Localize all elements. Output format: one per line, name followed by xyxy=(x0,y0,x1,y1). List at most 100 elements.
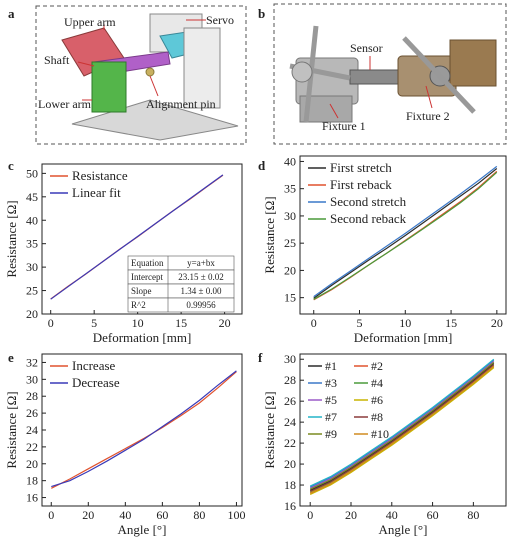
legend-label: #4 xyxy=(371,376,383,390)
panel-a-letter: a xyxy=(8,6,15,21)
x-tick-label: 0 xyxy=(311,316,317,330)
legend: Resistance Linear fit xyxy=(50,168,128,200)
series-line-#8 xyxy=(309,364,495,492)
x-axis-label: Deformation [mm] xyxy=(93,330,192,345)
lower-arm xyxy=(91,61,127,113)
y-tick-label: 25 xyxy=(284,236,296,250)
legend-label: Second reback xyxy=(330,211,407,226)
plot-frame xyxy=(299,155,507,315)
fit-table-key: R^2 xyxy=(131,300,146,310)
fit-table-key: Equation xyxy=(131,258,164,268)
y-tick-label: 40 xyxy=(26,213,38,227)
plot-frame xyxy=(299,353,507,507)
series-line-Decrease xyxy=(51,370,237,488)
x-tick-label: 15 xyxy=(175,316,187,330)
label-alignment-pin: Alignment pin xyxy=(146,97,216,111)
y-tick-label: 30 xyxy=(26,260,38,274)
x-tick-label: 40 xyxy=(119,508,131,522)
y-tick-label: 30 xyxy=(284,209,296,223)
legend: First stretch First reback Second stretch S… xyxy=(308,160,407,226)
series-line-#10 xyxy=(309,365,495,494)
x-tick-label: 20 xyxy=(491,316,503,330)
x-tick-label: 40 xyxy=(386,508,398,522)
x-tick-label: 80 xyxy=(467,508,479,522)
y-tick-label: 28 xyxy=(284,373,296,387)
series-line-Increase xyxy=(51,371,237,489)
fit-table-value: 1.34 ± 0.00 xyxy=(181,286,222,296)
series-line-#9 xyxy=(309,361,495,490)
y-tick-label: 24 xyxy=(26,423,38,437)
y-axis-label: Resistance [Ω] xyxy=(4,200,19,277)
panel-f-letter: f xyxy=(258,350,263,365)
chart-c: 0 5 10 15 20 20 25 30 35 40 45 50 Deformation [mm] Re… xyxy=(4,163,243,345)
x-tick-label: 0 xyxy=(48,316,54,330)
x-tick-label: 15 xyxy=(445,316,457,330)
legend-label: Increase xyxy=(72,358,116,373)
legend-label: First reback xyxy=(330,177,392,192)
legend-label: #10 xyxy=(371,427,389,441)
y-tick-label: 16 xyxy=(284,499,296,513)
x-tick-label: 0 xyxy=(307,508,313,522)
panel-b-letter: b xyxy=(258,6,265,21)
panel-a-frame xyxy=(35,5,247,145)
panel-a: a Upper arm Servo Shaft Lower arm Alignm… xyxy=(8,5,247,145)
legend-label: #8 xyxy=(371,410,383,424)
x-tick-label: 80 xyxy=(193,508,205,522)
chart-f: 0 20 40 60 80 16 18 20 22 24 26 28 30 Angle [°] Resist… xyxy=(262,352,507,537)
y-tick-label: 35 xyxy=(26,237,38,251)
y-tick-label: 20 xyxy=(284,457,296,471)
y-tick-label: 18 xyxy=(26,474,38,488)
y-tick-label: 30 xyxy=(284,352,296,366)
y-axis-label: Resistance [Ω] xyxy=(262,391,277,468)
servo-mount xyxy=(183,27,221,109)
legend-label: #5 xyxy=(325,393,337,407)
y-tick-label: 35 xyxy=(284,182,296,196)
charts-layer: 0 5 10 15 20 20 25 30 35 40 45 50 Deformation [mm] Re… xyxy=(4,154,507,537)
chart-e: 0 20 40 60 80 100 16 18 20 22 24 26 28 30 32 Angle [°] R… xyxy=(4,353,245,537)
fit-table-value: 0.99956 xyxy=(186,300,216,310)
alignment-pin xyxy=(145,67,155,77)
series-line-Linear fit xyxy=(50,174,224,300)
legend-label: #1 xyxy=(325,359,337,373)
label-fixture-2: Fixture 2 xyxy=(406,109,450,123)
y-tick-label: 22 xyxy=(26,440,38,454)
legend: #1 #2 #3 #4 #5 #6 #7 #8 #9 #10 xyxy=(308,359,389,441)
series-line-First stretch xyxy=(313,168,498,299)
x-tick-label: 10 xyxy=(399,316,411,330)
series-line-#3 xyxy=(309,359,495,488)
y-tick-label: 50 xyxy=(26,166,38,180)
series-line-#7 xyxy=(309,358,495,487)
legend-label: Linear fit xyxy=(72,185,121,200)
x-axis-label: Angle [°] xyxy=(118,522,167,537)
legend-label: Decrease xyxy=(72,375,120,390)
x-tick-label: 20 xyxy=(219,316,231,330)
panel-e-letter: e xyxy=(8,350,14,365)
fit-table: Equation y=a+bx Intercept 23.15 ± 0.02 Slope… xyxy=(127,255,235,313)
panel-d-letter: d xyxy=(258,158,266,173)
plot-frame xyxy=(41,163,243,315)
y-tick-label: 20 xyxy=(284,263,296,277)
x-tick-label: 5 xyxy=(91,316,97,330)
x-tick-label: 0 xyxy=(48,508,54,522)
y-tick-label: 45 xyxy=(26,190,38,204)
fit-table-value: y=a+bx xyxy=(187,258,215,268)
label-shaft: Shaft xyxy=(44,53,70,67)
y-tick-label: 18 xyxy=(284,478,296,492)
chart-d: 0 5 10 15 20 15 20 25 30 35 40 Deformation [mm] Resi… xyxy=(262,154,507,345)
y-tick-label: 26 xyxy=(284,394,296,408)
y-tick-label: 40 xyxy=(284,154,296,168)
y-tick-label: 26 xyxy=(26,406,38,420)
series-line-#5 xyxy=(309,360,495,489)
legend-label: #9 xyxy=(325,427,337,441)
y-tick-label: 22 xyxy=(284,436,296,450)
panel-c-letter: c xyxy=(8,158,14,173)
fit-table-key: Intercept xyxy=(131,272,163,282)
y-axis-label: Resistance [Ω] xyxy=(262,196,277,273)
x-axis-label: Angle [°] xyxy=(379,522,428,537)
x-tick-label: 60 xyxy=(427,508,439,522)
y-tick-label: 28 xyxy=(26,389,38,403)
x-tick-label: 10 xyxy=(132,316,144,330)
fit-table-key: Slope xyxy=(131,286,152,296)
series-line-#1 xyxy=(309,362,495,491)
